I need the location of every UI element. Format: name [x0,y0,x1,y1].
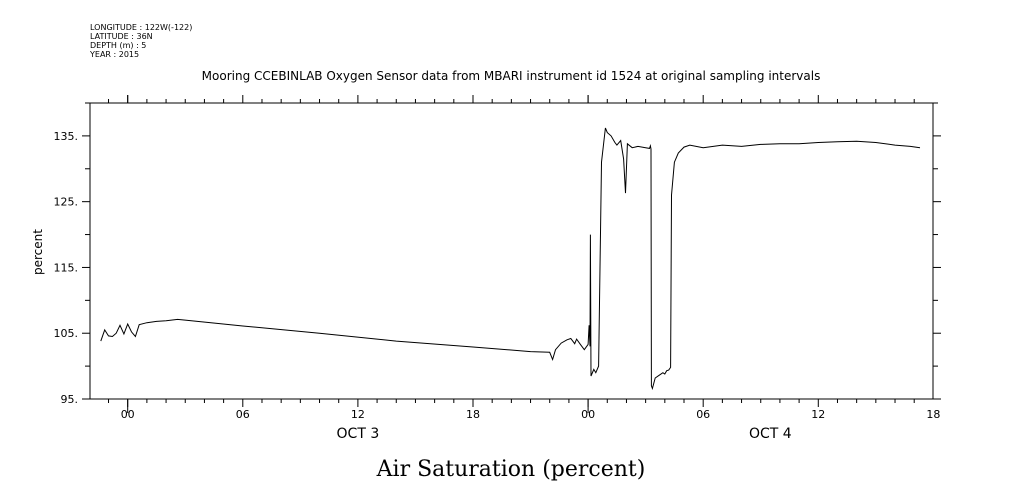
x-tick-label: 18 [466,408,480,421]
y-tick-label: 125. [54,196,79,209]
x-tick-label: 12 [811,408,825,421]
x-tick-label: 00 [121,408,135,421]
axis-tick-labels: 00 06 12 18 00 06 12 18 OCT 3 OCT 4 95. 105. 115. 125… [54,130,941,442]
x-tick-label: 00 [581,408,595,421]
meta-year: YEAR : 2015 [89,50,139,59]
x-axis-label: Air Saturation (percent) [376,457,646,482]
plot-frame [89,102,934,400]
y-tick-label: 135. [54,130,79,143]
x-date-label: OCT 3 [337,426,380,442]
meta-longitude: LONGITUDE : 122W(-122) [90,23,192,32]
series-line [100,127,921,391]
data-series [100,127,921,391]
x-date-label: OCT 4 [749,426,792,442]
y-tick-label: 95. [61,393,79,406]
y-axis-label: percent [31,229,45,275]
chart-title: Mooring CCEBINLAB Oxygen Sensor data fro… [202,69,821,83]
x-tick-label: 06 [696,408,710,421]
x-tick-label: 06 [236,408,250,421]
meta-latitude: LATITUDE : 36N [90,32,153,41]
x-tick-label: 18 [926,408,940,421]
axis-ticks [82,95,941,413]
x-tick-label: 12 [351,408,365,421]
y-tick-label: 115. [54,261,79,274]
meta-depth: DEPTH (m) : 5 [90,41,146,50]
y-tick-label: 105. [54,327,79,340]
